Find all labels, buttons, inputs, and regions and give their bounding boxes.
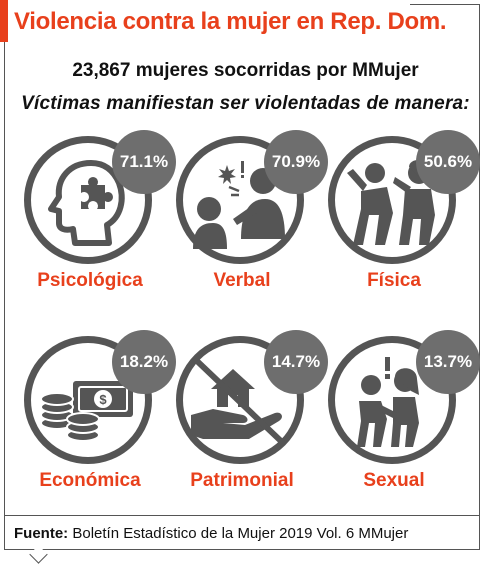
source-text: Boletín Estadístico de la Mujer 2019 Vol…	[72, 525, 409, 542]
category-label: Patrimonial	[190, 470, 294, 491]
category-label: Psicológica	[37, 270, 143, 291]
percent-badge: 50.6%	[416, 130, 480, 194]
category-card-verbal: 70.9% Verbal	[172, 130, 328, 320]
category-card-psicologica: 71.1% Psicológica	[20, 130, 176, 320]
percent-badge: 14.7%	[264, 330, 328, 394]
footer-divider	[4, 515, 480, 516]
icon-circle	[24, 136, 152, 264]
title-accent-bar	[0, 0, 8, 42]
money-coins-icon: $	[40, 381, 133, 442]
percent-badge: 70.9%	[264, 130, 328, 194]
category-card-patrimonial: 14.7% Patrimonial	[172, 330, 328, 520]
icon-circle	[176, 136, 304, 264]
source-label: Fuente:	[14, 525, 69, 542]
source-footer: Fuente: Boletín Estadístico de la Mujer …	[14, 525, 408, 542]
percent-badge: 13.7%	[416, 330, 480, 394]
shouting-people-icon	[193, 161, 285, 249]
svg-text:$: $	[99, 392, 107, 407]
category-card-sexual: 13.7% Sexual	[324, 330, 480, 520]
harassment-icon	[357, 357, 419, 447]
category-card-economica: $ 18.2% Económica	[20, 330, 176, 520]
house-hand-icon	[191, 358, 286, 446]
percent-badge: 18.2%	[112, 330, 176, 394]
subtitle: 23,867 mujeres socorridas por MMujer	[72, 60, 419, 81]
title-banner: Violencia contra la mujer en Rep. Dom.	[0, 0, 447, 42]
category-label: Verbal	[213, 270, 271, 291]
page-title: Violencia contra la mujer en Rep. Dom.	[14, 8, 447, 35]
percent-badge: 71.1%	[112, 130, 176, 194]
category-card-fisica: 50.6% Física	[324, 130, 480, 320]
category-label: Económica	[39, 470, 141, 491]
question-heading: Víctimas manifiestan ser violentadas de …	[21, 93, 470, 114]
category-label: Física	[367, 270, 421, 291]
category-label: Sexual	[363, 470, 425, 491]
